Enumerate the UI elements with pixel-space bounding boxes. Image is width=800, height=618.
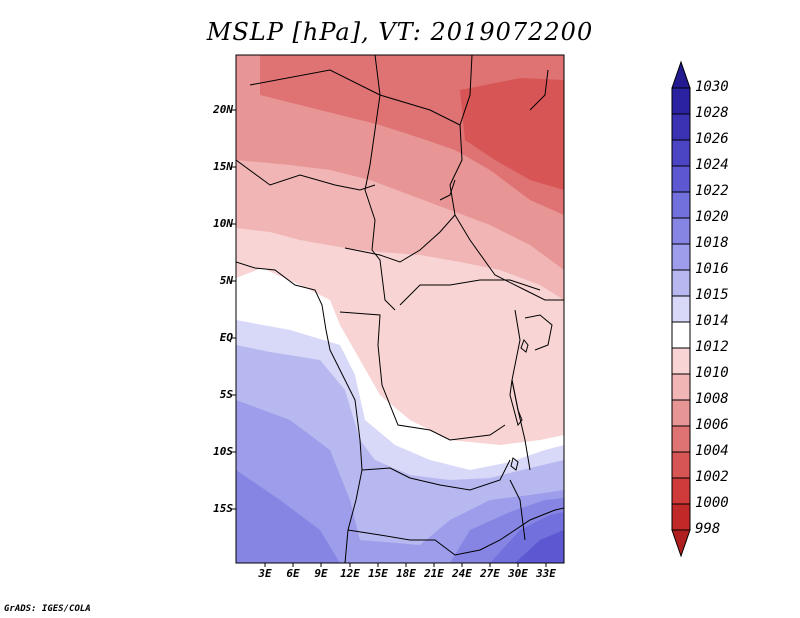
colorbar-band [671, 295, 691, 323]
colorbar-top-triangle [671, 60, 691, 89]
region-1004-northeast [460, 78, 564, 190]
colorbar-band [671, 87, 691, 115]
region-1024-se [515, 530, 564, 563]
colorbar-label-998: 998 [695, 521, 721, 537]
colorbar-band [671, 243, 691, 271]
pressure-field [236, 55, 564, 563]
lon-label-18e: 18E [396, 567, 416, 580]
colorbar-label-1020: 1020 [695, 209, 729, 225]
colorbar-label-1006: 1006 [695, 417, 729, 433]
colorbar-label-1014: 1014 [695, 313, 729, 329]
colorbar-band [671, 451, 691, 479]
colorbar-band [671, 347, 691, 375]
region-1020 [236, 470, 340, 563]
map-title: MSLP [hPa], VT: 2019072200 [206, 18, 594, 46]
colorbar-band [671, 399, 691, 427]
grads-credit: GrADS: IGES/COLA [4, 604, 91, 614]
colorbar-label-1010: 1010 [695, 365, 729, 381]
lat-label-5s: 5S [219, 388, 233, 401]
colorbar-label-1008: 1008 [695, 391, 729, 407]
lon-label-15e: 15E [368, 567, 388, 580]
lon-label-27e: 27E [480, 567, 500, 580]
colorbar-label-1018: 1018 [695, 235, 729, 251]
colorbar-band [671, 425, 691, 453]
lon-label-6e: 6E [286, 567, 300, 580]
lat-label-15n: 15N [213, 160, 233, 173]
colorbar-band [671, 503, 691, 531]
colorbar-label-1026: 1026 [695, 131, 729, 147]
lon-label-21e: 21E [424, 567, 444, 580]
colorbar-band [671, 269, 691, 297]
colorbar-label-1015: 1015 [695, 287, 729, 303]
colorbar-label-1024: 1024 [695, 157, 729, 173]
colorbar-band [671, 165, 691, 193]
lakes [509, 339, 529, 471]
colorbar-bottom-triangle [671, 529, 691, 558]
lon-label-30e: 30E [508, 567, 528, 580]
lon-label-24e: 24E [452, 567, 472, 580]
lat-label-10s: 10S [213, 445, 233, 458]
lon-label-9e: 9E [314, 567, 328, 580]
colorbar-band [671, 477, 691, 505]
colorbar-band [671, 113, 691, 141]
colorbar [671, 60, 691, 558]
colorbar-label-1028: 1028 [695, 105, 729, 121]
colorbar-band [671, 373, 691, 401]
map-frame [235, 54, 565, 564]
lat-label-eq: EQ [219, 331, 233, 344]
colorbar-label-1022: 1022 [695, 183, 729, 199]
lat-label-5n: 5N [219, 274, 233, 287]
colorbar-band [671, 191, 691, 219]
colorbar-band [671, 217, 691, 245]
colorbar-label-1012: 1012 [695, 339, 729, 355]
colorbar-label-1016: 1016 [695, 261, 729, 277]
axis-ticks [232, 109, 547, 567]
lat-label-15s: 15S [213, 502, 233, 515]
colorbar-band [671, 139, 691, 167]
colorbar-label-1002: 1002 [695, 469, 729, 485]
region-1018 [236, 400, 564, 563]
colorbar-label-1000: 1000 [695, 495, 729, 511]
lon-label-3e: 3E [258, 567, 272, 580]
lat-label-20n: 20N [213, 103, 233, 116]
colorbar-label-1030: 1030 [695, 79, 729, 95]
lat-label-10n: 10N [213, 217, 233, 230]
colorbar-band [671, 321, 691, 349]
lon-label-33e: 33E [536, 567, 556, 580]
colorbar-label-1004: 1004 [695, 443, 729, 459]
lon-label-12e: 12E [340, 567, 360, 580]
